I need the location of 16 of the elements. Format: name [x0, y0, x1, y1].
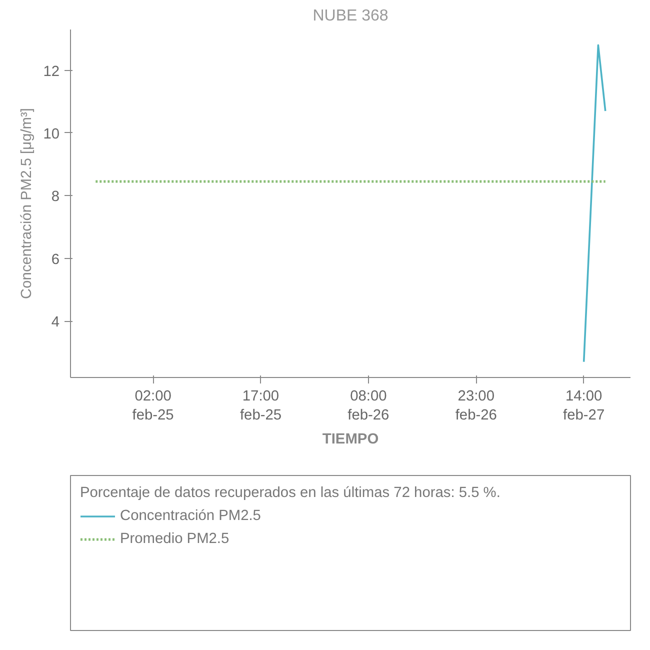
x-tick-label: 02:00 feb-25 [132, 388, 174, 424]
y-axis-title: Concentración PM2.5 [μg/m³] [19, 108, 36, 299]
legend-label: Promedio PM2.5 [120, 531, 230, 547]
legend-label: Concentración PM2.5 [120, 508, 261, 524]
y-tick-label: 10 [43, 126, 60, 142]
legend-title: Porcentaje de datos recuperados en las últimas 72 horas: 5.5 %. [80, 485, 500, 501]
x-tick-label: 14:00 feb-27 [563, 388, 605, 424]
chart-title: NUBE 368 [312, 8, 388, 24]
y-tick-label: 4 [51, 314, 60, 331]
x-tick-label: 23:00 feb-26 [455, 388, 497, 424]
y-tick-label: 6 [51, 252, 60, 268]
y-tick-label: 12 [43, 64, 60, 80]
y-tick-label: 8 [51, 189, 60, 206]
x-tick-label: 17:00 feb-25 [240, 388, 282, 424]
x-axis-title: TIEMPO [322, 432, 379, 448]
x-tick-label: 08:00 feb-26 [348, 388, 390, 424]
